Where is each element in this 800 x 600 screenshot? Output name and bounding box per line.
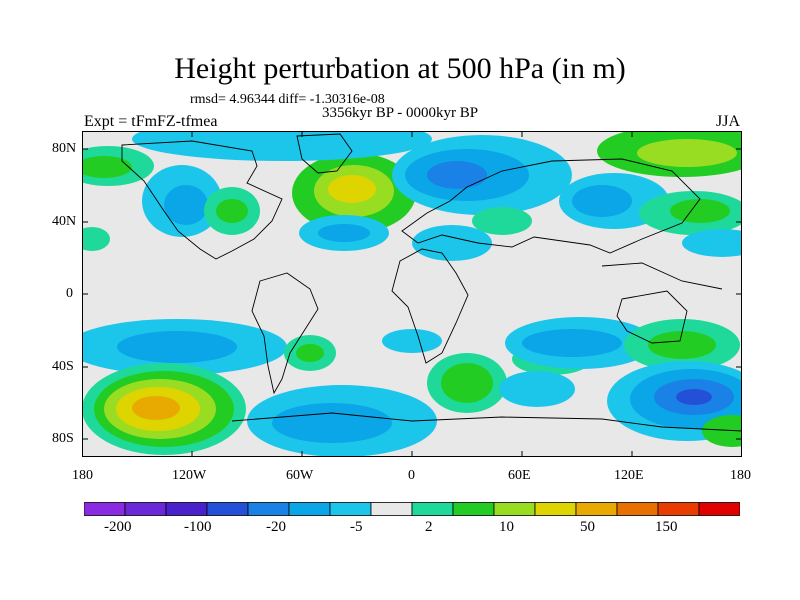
lon-label-180e: 180 [730,468,751,483]
colorbar [84,502,740,516]
colorbar-swatch [534,502,577,516]
map-title: Height perturbation at 500 hPa (in m) [174,52,626,85]
axis-ticks [82,131,742,457]
anomaly-southern-ocean-negative [247,329,442,457]
lon-label-60e: 60E [508,468,531,483]
anomaly-north-atlantic-positive [292,153,416,233]
anomaly-north-america-negative [142,165,260,237]
lat-label-40s: 40S [52,359,74,374]
anomaly-indian-ocean-negative [505,317,655,369]
colorbar-swatch [288,502,331,516]
lat-label-40n: 40N [52,214,77,229]
coastlines [121,133,742,432]
rmsd-diff-stats: rmsd= 4.96344 diff= -1.30316e-08 [190,92,385,107]
lat-label-80n: 80N [52,141,77,156]
colorbar-label: -100 [184,519,212,535]
colorbar-swatch [247,502,290,516]
colorbar-swatch [657,502,700,516]
anomaly-europe-negative [392,135,572,215]
anomaly-south-atlantic-positive [427,343,592,413]
lat-label-80s: 80S [52,431,74,446]
colorbar-swatch [124,502,167,516]
colorbar-swatch [329,502,372,516]
anomaly-east-asia-positive [82,191,742,257]
anomaly-siberia-positive [597,131,742,177]
anomaly-australia-positive [624,319,740,371]
colorbar-swatch [206,502,249,516]
season-label: JJA [716,113,741,130]
lon-label-0: 0 [408,468,415,483]
colorbar-swatch [452,502,495,516]
colorbar-swatch [493,502,536,516]
anomaly-arctic-negative [132,131,432,161]
colorbar-label: 2 [425,519,433,535]
colorbar-swatch [698,502,740,516]
experiment-label: Expt = tFmFZ-tfmea [84,113,218,130]
colorbar-label: 150 [655,519,678,535]
colorbar-swatch [616,502,659,516]
lon-label-120w: 120W [172,468,207,483]
lon-label-180w: 180 [72,468,93,483]
colorbar-label: 50 [580,519,595,535]
height-perturbation-map [82,131,742,457]
colorbar-swatch [165,502,208,516]
anomaly-southwest-pacific-negative [607,361,742,447]
lon-label-60w: 60W [286,468,314,483]
colorbar-label: -5 [350,519,363,535]
colorbar-label: 10 [499,519,514,535]
anomaly-south-pacific-negative [82,319,287,375]
colorbar-swatch [370,502,413,516]
colorbar-swatch [411,502,454,516]
anomaly-south-america-positive [284,335,336,371]
anomaly-north-pacific-positive [82,146,154,186]
colorbar-label: -200 [104,519,132,535]
time-period-label: 3356kyr BP - 0000kyr BP [322,105,479,121]
colorbar-swatch [575,502,618,516]
lon-label-120e: 120E [614,468,644,483]
colorbar-swatch [84,502,126,516]
anomaly-atlantic-negative [299,215,492,261]
colorbar-label: -20 [266,519,286,535]
anomaly-south-pacific-positive [82,363,246,455]
lat-label-0: 0 [66,286,73,301]
